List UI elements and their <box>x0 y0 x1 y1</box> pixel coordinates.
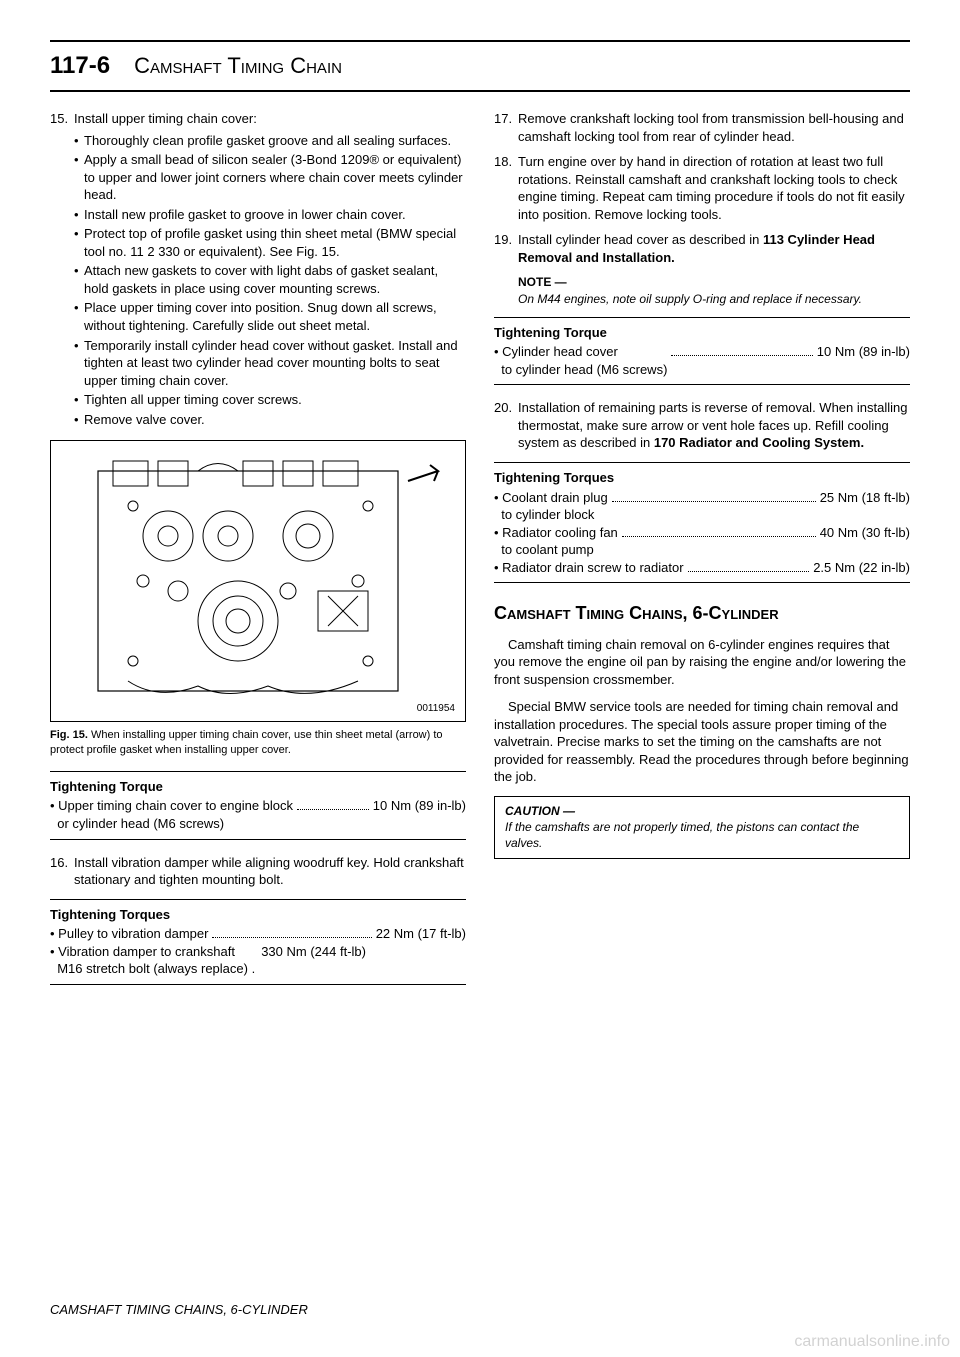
leader-dots <box>297 809 369 810</box>
step-text: Remove crankshaft locking tool from tran… <box>518 110 910 145</box>
figure-caption: Fig. 15. When installing upper timing ch… <box>50 728 466 757</box>
columns: 15. Install upper timing chain cover: Th… <box>50 110 910 999</box>
step-number: 19. <box>494 231 518 266</box>
page-number: 117-6 <box>50 52 110 80</box>
torque-line: • Radiator drain screw to radiator 2.5 N… <box>494 559 910 577</box>
bullet: Temporarily install cylinder head cover … <box>74 337 466 390</box>
figure-15: 0011954 <box>50 440 466 722</box>
top-rule <box>50 40 910 42</box>
torque-label: • Radiator cooling fan to coolant pump <box>494 524 618 559</box>
right-column: 17. Remove crankshaft locking tool from … <box>494 110 910 999</box>
bullet: Apply a small bead of silicon sealer (3-… <box>74 151 466 204</box>
step-17: 17. Remove crankshaft locking tool from … <box>494 110 910 145</box>
note-head: NOTE — <box>518 274 910 290</box>
step-number: 20. <box>494 399 518 452</box>
torque-line: • Coolant drain plug to cylinder block 2… <box>494 489 910 524</box>
paragraph: Camshaft timing chain removal on 6-cylin… <box>494 636 910 689</box>
leader-dots <box>671 355 812 356</box>
torque-title: Tightening Torques <box>494 469 910 487</box>
torque-block-1: Tightening Torque • Upper timing chain c… <box>50 771 466 840</box>
fig-text: When installing upper timing chain cover… <box>50 729 443 755</box>
torque-label: • Coolant drain plug to cylinder block <box>494 489 608 524</box>
step-text: Install vibration damper while aligning … <box>74 854 466 889</box>
fig-lead: Fig. 15. <box>50 729 88 741</box>
step-number: 15. <box>50 110 74 128</box>
page-footer: CAMSHAFT TIMING CHAINS, 6-CYLINDER <box>50 1302 308 1317</box>
torque-line: • Radiator cooling fan to coolant pump 4… <box>494 524 910 559</box>
step-15: 15. Install upper timing chain cover: <box>50 110 466 128</box>
chapter-title: Camshaft Timing Chain <box>134 53 342 79</box>
bullet: Attach new gaskets to cover with light d… <box>74 262 466 297</box>
figure-id: 0011954 <box>417 702 455 716</box>
caution-box: CAUTION — If the camshafts are not prope… <box>494 796 910 859</box>
torque-label: • Cylinder head cover to cylinder head (… <box>494 343 667 378</box>
bullet: Install new profile gasket to groove in … <box>74 206 466 224</box>
torque-value: 10 Nm (89 in-lb) <box>373 797 466 815</box>
engine-cover-illustration <box>51 441 465 721</box>
torque-title: Tightening Torque <box>494 324 910 342</box>
step-16: 16. Install vibration damper while align… <box>50 854 466 889</box>
note-block: NOTE — On M44 engines, note oil supply O… <box>518 274 910 306</box>
watermark: carmanualsonline.info <box>794 1333 950 1351</box>
bullet: Protect top of profile gasket using thin… <box>74 225 466 260</box>
leader-dots <box>612 501 816 502</box>
torque-value: 25 Nm (18 ft-lb) <box>820 489 910 507</box>
bullet: Remove valve cover. <box>74 411 466 429</box>
step-text: Turn engine over by hand in direction of… <box>518 153 910 223</box>
step-text: Install upper timing chain cover: <box>74 110 466 128</box>
torque-label: • Pulley to vibration damper <box>50 925 208 943</box>
step-number: 18. <box>494 153 518 223</box>
torque-line: • Vibration damper to crankshaft M16 str… <box>50 943 466 978</box>
torque-label: • Vibration damper to crankshaft M16 str… <box>50 943 255 978</box>
step-number: 17. <box>494 110 518 145</box>
leader-dots <box>688 571 810 572</box>
torque-title: Tightening Torques <box>50 906 466 924</box>
note-body: On M44 engines, note oil supply O-ring a… <box>518 291 910 307</box>
torque-value: 40 Nm (30 ft-lb) <box>820 524 910 542</box>
bullet: Tighten all upper timing cover screws. <box>74 391 466 409</box>
step-number: 16. <box>50 854 74 889</box>
torque-block-3: Tightening Torque • Cylinder head cover … <box>494 317 910 386</box>
page: 117-6 Camshaft Timing Chain 15. Install … <box>0 0 960 1357</box>
caution-head: CAUTION — <box>505 803 899 819</box>
torque-line: • Cylinder head cover to cylinder head (… <box>494 343 910 378</box>
torque-title: Tightening Torque <box>50 778 466 796</box>
bullet: Place upper timing cover into position. … <box>74 299 466 334</box>
bullet: Thoroughly clean profile gasket groove a… <box>74 132 466 150</box>
caution-body: If the camshafts are not properly timed,… <box>505 819 899 851</box>
torque-label: • Upper timing chain cover to engine blo… <box>50 797 293 832</box>
torque-value: 330 Nm (244 ft-lb) <box>261 943 366 961</box>
step-18: 18. Turn engine over by hand in directio… <box>494 153 910 223</box>
torque-block-4: Tightening Torques • Coolant drain plug … <box>494 462 910 583</box>
left-column: 15. Install upper timing chain cover: Th… <box>50 110 466 999</box>
torque-value: 22 Nm (17 ft-lb) <box>376 925 466 943</box>
leader-dots <box>622 536 816 537</box>
step-20: 20. Installation of remaining parts is r… <box>494 399 910 452</box>
section-heading: Camshaft Timing Chains, 6-Cylinder <box>494 601 910 625</box>
step-15-bullets: Thoroughly clean profile gasket groove a… <box>74 132 466 429</box>
page-header: 117-6 Camshaft Timing Chain <box>50 52 910 92</box>
torque-value: 2.5 Nm (22 in-lb) <box>813 559 910 577</box>
step-text: Installation of remaining parts is rever… <box>518 399 910 452</box>
torque-block-2: Tightening Torques • Pulley to vibration… <box>50 899 466 985</box>
paragraph: Special BMW service tools are needed for… <box>494 698 910 786</box>
step-text: Install cylinder head cover as described… <box>518 231 910 266</box>
step-19: 19. Install cylinder head cover as descr… <box>494 231 910 266</box>
torque-label: • Radiator drain screw to radiator <box>494 559 684 577</box>
torque-line: • Pulley to vibration damper 22 Nm (17 f… <box>50 925 466 943</box>
leader-dots <box>212 937 371 938</box>
torque-value: 10 Nm (89 in-lb) <box>817 343 910 361</box>
torque-line: • Upper timing chain cover to engine blo… <box>50 797 466 832</box>
